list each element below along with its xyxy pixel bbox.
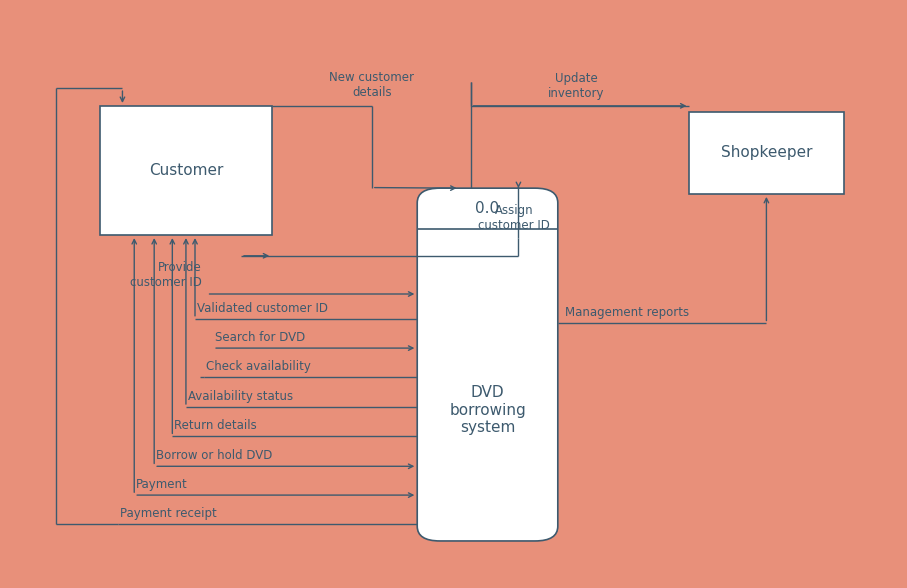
Text: Assign
customer ID: Assign customer ID: [478, 204, 550, 232]
Text: Validated customer ID: Validated customer ID: [197, 302, 327, 315]
Text: Shopkeeper: Shopkeeper: [721, 145, 812, 161]
Text: DVD
borrowing
system: DVD borrowing system: [449, 385, 526, 435]
Text: Availability status: Availability status: [188, 390, 293, 403]
Bar: [689, 112, 844, 194]
Text: Payment receipt: Payment receipt: [120, 507, 217, 520]
Text: 0.0: 0.0: [475, 201, 500, 216]
Text: New customer
details: New customer details: [329, 71, 414, 99]
FancyBboxPatch shape: [417, 188, 558, 541]
Text: Search for DVD: Search for DVD: [215, 331, 306, 344]
Text: Check availability: Check availability: [206, 360, 311, 373]
Text: Provide
customer ID: Provide customer ID: [131, 261, 202, 289]
Bar: [100, 106, 272, 235]
Text: Return details: Return details: [174, 419, 257, 432]
Text: Update
inventory: Update inventory: [548, 72, 604, 100]
Text: Borrow or hold DVD: Borrow or hold DVD: [156, 449, 272, 462]
Text: Payment: Payment: [136, 478, 188, 491]
Text: Customer: Customer: [149, 163, 223, 178]
Text: Management reports: Management reports: [565, 306, 689, 319]
